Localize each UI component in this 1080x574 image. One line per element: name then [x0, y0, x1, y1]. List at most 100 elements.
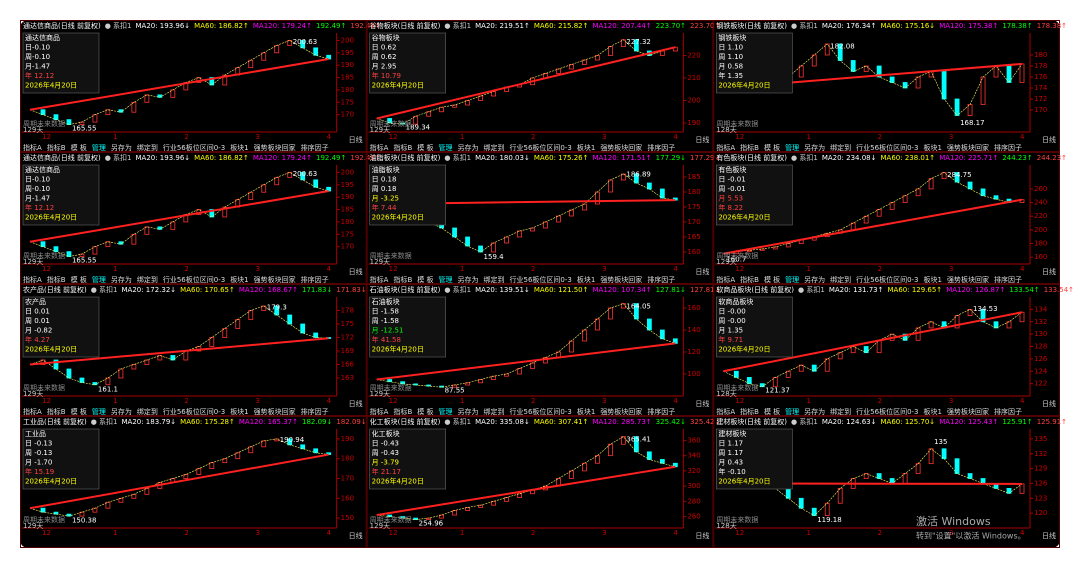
toolbar-button[interactable]: 行业56板位区间0-3 — [856, 275, 918, 284]
toolbar-button[interactable]: 排序因子 — [994, 143, 1022, 152]
info-line: 周-0.10 — [25, 53, 50, 61]
toolbar-button[interactable]: 模 板 — [764, 407, 780, 416]
toolbar-button[interactable]: 指标A — [716, 275, 735, 284]
toolbar-button[interactable]: 排序因子 — [647, 275, 675, 284]
info-line: 2026年4月20日 — [25, 477, 77, 486]
candle — [647, 319, 651, 330]
toolbar-button[interactable]: 另存为 — [804, 143, 825, 152]
toolbar-button[interactable]: 绑定到 — [137, 275, 158, 284]
toolbar-button[interactable]: 行业56板位区间0-3 — [163, 275, 225, 284]
high-label: 164.05 — [626, 303, 651, 311]
toolbar-button[interactable]: 管理 — [439, 275, 453, 284]
toolbar-button[interactable]: 行业56板位区间0-3 — [510, 275, 572, 284]
toolbar-button[interactable]: 指标B — [47, 143, 66, 152]
toolbar-button[interactable]: 指标B — [740, 143, 759, 152]
toolbar-button[interactable]: 另存为 — [804, 407, 825, 416]
y-tick-label: 134 — [1034, 305, 1048, 313]
toolbar-button[interactable]: 指标A — [370, 407, 389, 416]
toolbar-button[interactable]: 强势板块回家 — [600, 143, 642, 152]
toolbar-button[interactable]: 绑定到 — [830, 407, 851, 416]
toolbar-button[interactable]: 指标A — [23, 143, 42, 152]
toolbar-button[interactable]: 绑定到 — [484, 407, 505, 416]
x-tick-label: 3 — [256, 397, 260, 405]
toolbar-button[interactable]: 管理 — [439, 143, 453, 152]
candle — [929, 179, 933, 189]
toolbar-button[interactable]: 板块1 — [230, 275, 248, 284]
toolbar-button[interactable]: 指标B — [393, 143, 412, 152]
toolbar-button[interactable]: 模 板 — [417, 407, 433, 416]
toolbar-button[interactable]: 模 板 — [417, 275, 433, 284]
toolbar-button[interactable]: 绑定到 — [137, 407, 158, 416]
toolbar-button[interactable]: 绑定到 — [484, 143, 505, 152]
toolbar-button[interactable]: 指标B — [740, 407, 759, 416]
toolbar-button[interactable]: 另存为 — [458, 407, 479, 416]
toolbar-button[interactable]: 绑定到 — [137, 143, 158, 152]
toolbar-button[interactable]: 强势板块回家 — [947, 407, 989, 416]
toolbar-button[interactable]: 排序因子 — [994, 407, 1022, 416]
toolbar-button[interactable]: 管理 — [92, 143, 106, 152]
toolbar-button[interactable]: 绑定到 — [830, 275, 851, 284]
toolbar-button[interactable]: 排序因子 — [301, 275, 329, 284]
toolbar-button[interactable]: 板块1 — [577, 143, 595, 152]
toolbar-button[interactable]: 排序因子 — [301, 143, 329, 152]
toolbar-button[interactable]: 管理 — [92, 275, 106, 284]
toolbar-button[interactable]: 板块1 — [924, 275, 942, 284]
toolbar-button[interactable]: 板块1 — [230, 407, 248, 416]
toolbar-button[interactable]: 指标A — [370, 275, 389, 284]
toolbar-button[interactable]: 行业56板位区间0-3 — [163, 407, 225, 416]
toolbar-button[interactable]: 管理 — [785, 407, 799, 416]
toolbar-button[interactable]: 强势板块回家 — [600, 275, 642, 284]
toolbar-button[interactable]: 管理 — [785, 143, 799, 152]
toolbar-button[interactable]: 另存为 — [111, 407, 132, 416]
toolbar-button[interactable]: 管理 — [439, 407, 453, 416]
toolbar-button[interactable]: 模 板 — [417, 143, 433, 152]
toolbar-button[interactable]: 指标A — [23, 407, 42, 416]
toolbar-button[interactable]: 指标A — [716, 407, 735, 416]
toolbar-button[interactable]: 指标B — [393, 275, 412, 284]
high-label: 179.3 — [267, 304, 287, 312]
toolbar-button[interactable]: 板块1 — [577, 275, 595, 284]
toolbar-button[interactable]: 模 板 — [71, 143, 87, 152]
toolbar-button[interactable]: 指标B — [47, 275, 66, 284]
toolbar-button[interactable]: 另存为 — [458, 275, 479, 284]
toolbar-button[interactable]: 强势板块回家 — [947, 275, 989, 284]
toolbar-button[interactable]: 另存为 — [111, 143, 132, 152]
toolbar-button[interactable]: 模 板 — [764, 275, 780, 284]
toolbar-button[interactable]: 指标A — [23, 275, 42, 284]
toolbar-button[interactable]: 板块1 — [230, 143, 248, 152]
toolbar-button[interactable]: 管理 — [785, 275, 799, 284]
toolbar-button[interactable]: 模 板 — [71, 275, 87, 284]
toolbar-button[interactable]: 强势板块回家 — [947, 143, 989, 152]
toolbar-button[interactable]: 指标A — [716, 143, 735, 152]
toolbar-button[interactable]: 指标B — [740, 275, 759, 284]
toolbar-button[interactable]: 指标B — [47, 407, 66, 416]
toolbar-button[interactable]: 行业56板位区间0-3 — [856, 143, 918, 152]
toolbar-button[interactable]: 行业56板位区间0-3 — [163, 143, 225, 152]
info-line: 化工板块 — [372, 429, 400, 438]
toolbar-button[interactable]: 强势板块回家 — [254, 275, 296, 284]
toolbar-button[interactable]: 指标A — [370, 143, 389, 152]
toolbar-button[interactable]: 另存为 — [458, 143, 479, 152]
toolbar-button[interactable]: 板块1 — [924, 143, 942, 152]
toolbar-button[interactable]: 排序因子 — [301, 407, 329, 416]
toolbar-button[interactable]: 行业56板位区间0-3 — [510, 143, 572, 152]
toolbar-button[interactable]: 板块1 — [577, 407, 595, 416]
toolbar-button[interactable]: 绑定到 — [484, 275, 505, 284]
toolbar-button[interactable]: 管理 — [92, 407, 106, 416]
toolbar-button[interactable]: 另存为 — [111, 275, 132, 284]
toolbar-button[interactable]: 排序因子 — [647, 143, 675, 152]
toolbar-button[interactable]: 指标B — [393, 407, 412, 416]
toolbar-button[interactable]: 模 板 — [71, 407, 87, 416]
toolbar-button[interactable]: 强势板块回家 — [600, 407, 642, 416]
x-tick-label: 12 — [42, 529, 51, 537]
toolbar-button[interactable]: 另存为 — [804, 275, 825, 284]
toolbar-button[interactable]: 强势板块回家 — [254, 143, 296, 152]
toolbar-button[interactable]: 排序因子 — [647, 407, 675, 416]
toolbar-button[interactable]: 绑定到 — [830, 143, 851, 152]
toolbar-button[interactable]: 板块1 — [924, 407, 942, 416]
toolbar-button[interactable]: 行业56板位区间0-3 — [510, 407, 572, 416]
toolbar-button[interactable]: 排序因子 — [994, 275, 1022, 284]
toolbar-button[interactable]: 强势板块回家 — [254, 407, 296, 416]
toolbar-button[interactable]: 模 板 — [764, 143, 780, 152]
toolbar-button[interactable]: 行业56板位区间0-3 — [856, 407, 918, 416]
